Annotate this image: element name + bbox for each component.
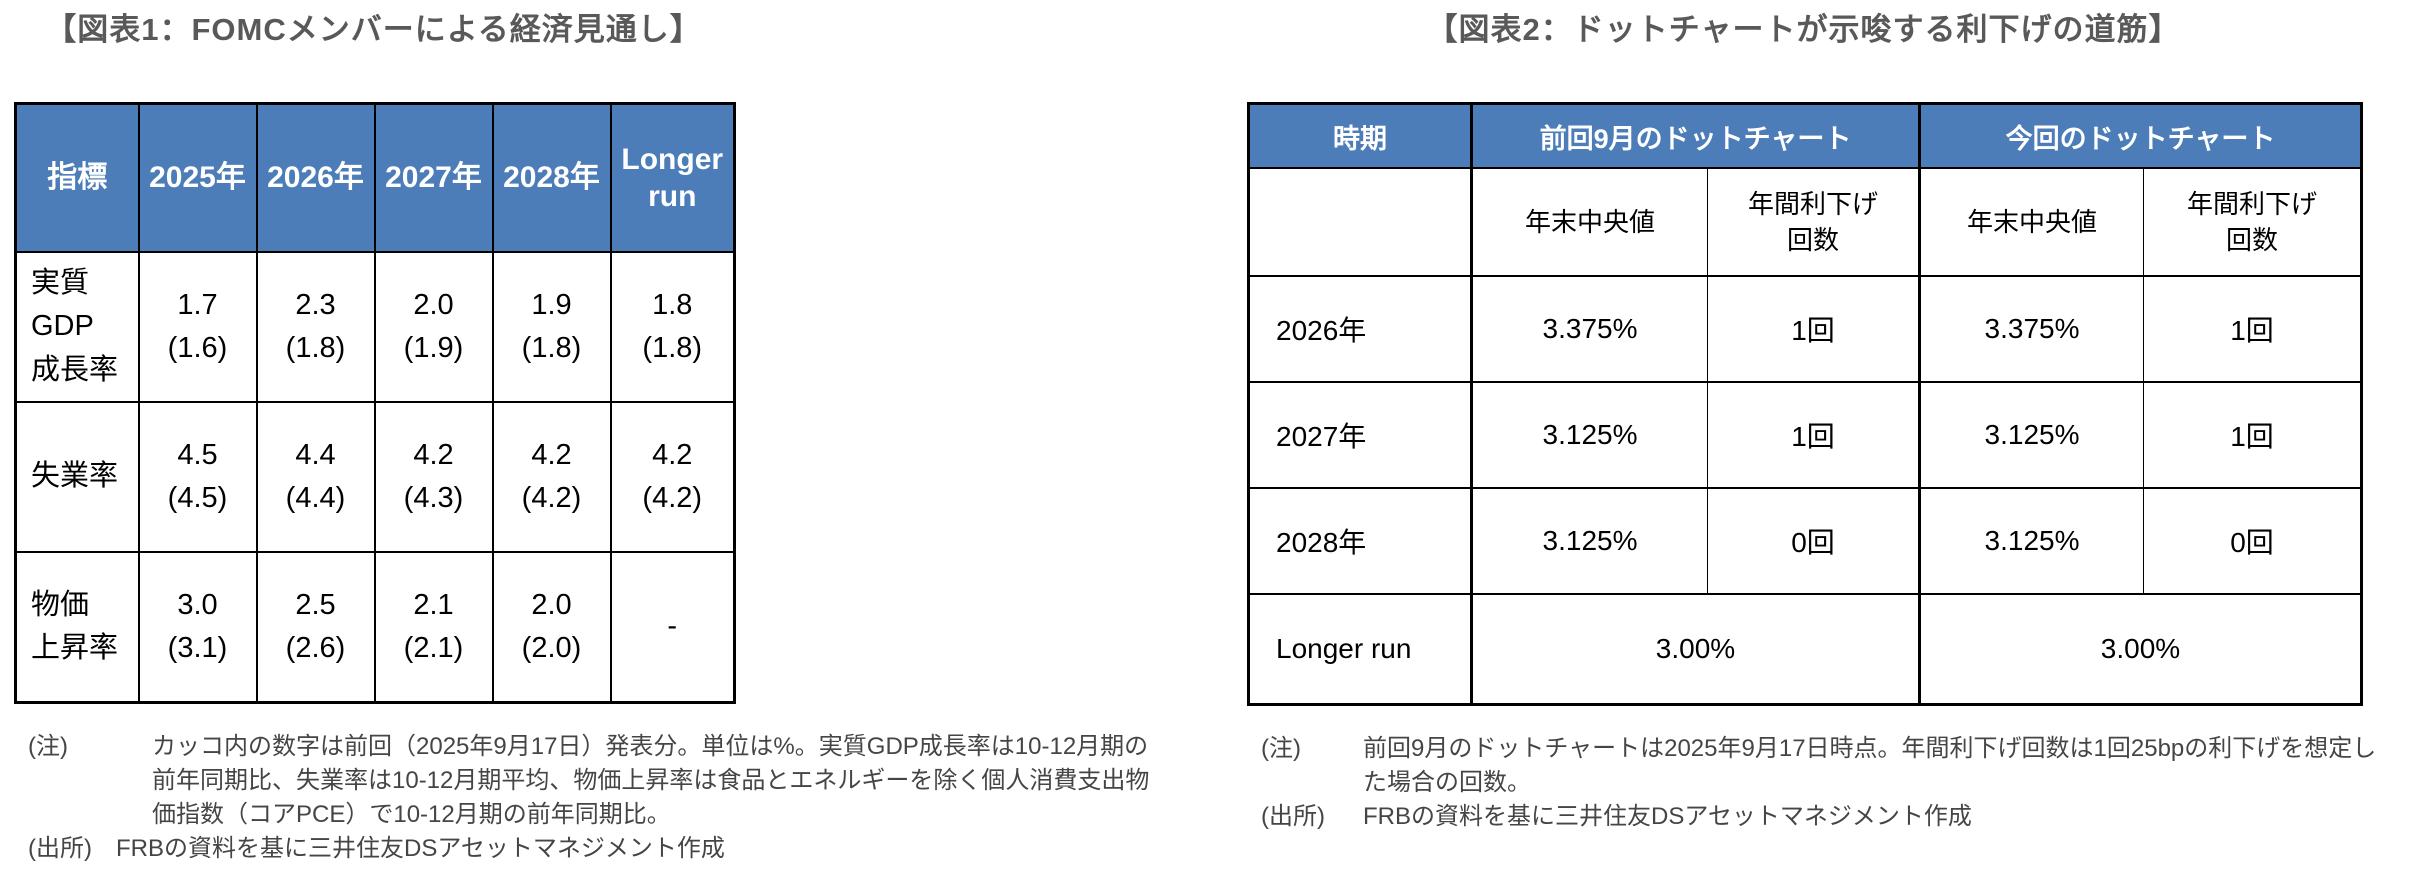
data-cell: 3.00% (1917, 593, 2363, 706)
data-cell: 4.2 (4.3) (373, 401, 494, 553)
table-row-gdp: 実質GDP 成長率 1.7 (1.6) 2.3 (1.8) 2.0 (1.9) … (14, 251, 736, 403)
row-label: 失業率 (14, 401, 140, 553)
column-header-period: 時期 (1247, 102, 1473, 169)
column-header-longer-run: Longer run (609, 102, 736, 253)
data-cell: 1回 (2142, 381, 2363, 489)
figure1-notes: (注) カッコ内の数字は前回（2025年9月17日）発表分。単位は%。実質GDP… (14, 730, 1149, 866)
table-row-unemployment: 失業率 4.5 (4.5) 4.4 (4.4) 4.2 (4.3) 4.2 (4… (14, 401, 736, 553)
note-label: (注) (1261, 735, 1301, 762)
group-header-current: 今回のドットチャート (1917, 102, 2363, 169)
data-cell: 3.375% (1470, 275, 1708, 383)
data-cell: 1.9 (1.8) (491, 251, 612, 403)
row-label: 実質GDP 成長率 (14, 251, 140, 403)
column-header-2025: 2025年 (137, 102, 258, 253)
table-header-row: 時期 前回9月のドットチャート 今回のドットチャート (1247, 102, 2363, 169)
note: (注) 前回9月のドットチャートは2025年9月17日時点。年間利下げ回数は1回… (1261, 732, 2376, 800)
table-row-2026: 2026年 3.375% 1回 3.375% 1回 (1247, 275, 2363, 383)
note: (注) カッコ内の数字は前回（2025年9月17日）発表分。単位は%。実質GDP… (28, 730, 1149, 832)
row-label: Longer run (1247, 593, 1473, 706)
subheader-annual-cuts: 年間利下げ 回数 (2142, 167, 2363, 277)
data-cell: 4.2 (4.2) (609, 401, 736, 553)
group-header-previous-september: 前回9月のドットチャート (1470, 102, 1921, 169)
data-cell: - (609, 551, 736, 704)
data-cell: 3.125% (1918, 381, 2144, 489)
data-cell: 2.5 (2.6) (255, 551, 376, 704)
data-cell: 3.125% (1918, 487, 2144, 595)
table-subheader-row: 年末中央値 年間利下げ 回数 年末中央値 年間利下げ 回数 (1247, 167, 2363, 277)
dot-chart-table: 時期 前回9月のドットチャート 今回のドットチャート 年末中央値 年間利下げ 回… (1247, 102, 2364, 706)
table-header-row: 指標 2025年 2026年 2027年 2028年 Longer run (14, 102, 736, 253)
table-row-inflation: 物価 上昇率 3.0 (3.1) 2.5 (2.6) 2.1 (2.1) 2.0… (14, 551, 736, 704)
subheader-year-end-median: 年末中央値 (1470, 167, 1708, 277)
data-cell: 4.5 (4.5) (137, 401, 258, 553)
data-cell: 3.125% (1470, 381, 1708, 489)
row-label: 2027年 (1247, 381, 1473, 489)
note-label: (注) (28, 733, 68, 760)
data-cell: 0回 (1707, 487, 1921, 595)
data-cell: 1.7 (1.6) (137, 251, 258, 403)
row-label: 2026年 (1247, 275, 1473, 383)
source: (出所) FRBの資料を基に三井住友DSアセットマネジメント作成 (28, 832, 733, 866)
table-row-2028: 2028年 3.125% 0回 3.125% 0回 (1247, 487, 2363, 595)
source-label: (出所) (28, 835, 92, 862)
source-label: (出所) (1261, 803, 1325, 830)
row-label: 2028年 (1247, 487, 1473, 595)
figure2-notes: (注) 前回9月のドットチャートは2025年9月17日時点。年間利下げ回数は1回… (1247, 732, 2376, 834)
source-text: FRBの資料を基に三井住友DSアセットマネジメント作成 (116, 835, 725, 862)
table-row-2027: 2027年 3.125% 1回 3.125% 1回 (1247, 381, 2363, 489)
subheader-annual-cuts: 年間利下げ 回数 (1707, 167, 1921, 277)
data-cell: 4.4 (4.4) (255, 401, 376, 553)
source: (出所) FRBの資料を基に三井住友DSアセットマネジメント作成 (1261, 800, 2360, 834)
table-row-longer-run: Longer run 3.00% 3.00% (1247, 593, 2363, 706)
data-cell: 1回 (1707, 381, 1921, 489)
data-cell: 2.3 (1.8) (255, 251, 376, 403)
figure2-title: 【図表2：ドットチャートが示唆する利下げの道筋】 (1426, 12, 2181, 47)
data-cell: 0回 (2142, 487, 2363, 595)
column-header-indicator: 指標 (14, 102, 140, 253)
column-header-2027: 2027年 (373, 102, 494, 253)
note-text: カッコ内の数字は前回（2025年9月17日）発表分。単位は%。実質GDP成長率は… (152, 733, 1150, 828)
row-label: 物価 上昇率 (14, 551, 140, 704)
figure2-section: 【図表2：ドットチャートが示唆する利下げの道筋】 時期 前回9月のドットチャート… (1247, 10, 2376, 834)
data-cell: 1.8 (1.8) (609, 251, 736, 403)
data-cell: 3.125% (1470, 487, 1708, 595)
data-cell: 1回 (2142, 275, 2363, 383)
data-cell: 2.0 (1.9) (373, 251, 494, 403)
column-header-2028: 2028年 (491, 102, 612, 253)
empty-cell (1247, 167, 1473, 277)
data-cell: 3.00% (1470, 593, 1921, 706)
data-cell: 1回 (1707, 275, 1921, 383)
data-cell: 2.1 (2.1) (373, 551, 494, 704)
figure1-title: 【図表1：FOMCメンバーによる経済見通し】 (45, 12, 702, 47)
data-cell: 3.0 (3.1) (137, 551, 258, 704)
column-header-2026: 2026年 (255, 102, 376, 253)
data-cell: 3.375% (1918, 275, 2144, 383)
figure1-section: 【図表1：FOMCメンバーによる経済見通し】 指標 2025年 2026年 20… (14, 10, 1149, 866)
subheader-year-end-median: 年末中央値 (1918, 167, 2144, 277)
fomc-projections-table: 指標 2025年 2026年 2027年 2028年 Longer run 実質… (14, 102, 736, 704)
source-text: FRBの資料を基に三井住友DSアセットマネジメント作成 (1363, 803, 1972, 830)
data-cell: 4.2 (4.2) (491, 401, 612, 553)
note-text: 前回9月のドットチャートは2025年9月17日時点。年間利下げ回数は1回25bp… (1363, 735, 2377, 796)
data-cell: 2.0 (2.0) (491, 551, 612, 704)
